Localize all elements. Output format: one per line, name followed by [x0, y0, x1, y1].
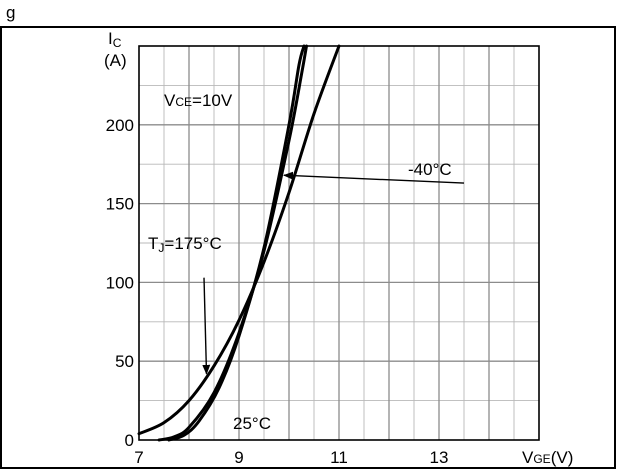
x-axis-label: VGE(V)	[522, 448, 573, 467]
annotation-tj-175: TJ=175°C	[148, 234, 222, 255]
x-tick-labels: 7 9 11 13	[134, 448, 448, 467]
series-line-2	[167, 44, 306, 442]
annotation-25c: 25°C	[233, 414, 271, 433]
series-line-0	[137, 44, 341, 436]
y-axis-unit: (A)	[104, 51, 127, 70]
series-layer	[137, 44, 341, 442]
annotation-layer	[202, 171, 465, 375]
x-tick-label: 7	[134, 448, 143, 467]
annotation-arrow-0	[202, 277, 211, 375]
y-tick-label: 150	[106, 195, 134, 214]
y-tick-label: 100	[106, 273, 134, 292]
chart-frame	[0, 26, 616, 469]
y-tick-label: 200	[106, 116, 134, 135]
x-tick-label: 13	[430, 448, 449, 467]
y-tick-label: 50	[115, 352, 134, 371]
annotation-minus40c: -40°C	[408, 160, 452, 179]
x-tick-label: 11	[330, 448, 348, 467]
y-axis-label: IC	[108, 29, 122, 50]
header-fragment: g	[6, 3, 15, 22]
condition-label: VCE=10V	[164, 91, 233, 110]
x-tick-label: 9	[234, 448, 243, 467]
y-tick-labels: 0 50 100 150 200	[106, 116, 134, 450]
y-tick-label: 0	[125, 431, 134, 450]
annotation-arrow-2	[283, 171, 465, 184]
